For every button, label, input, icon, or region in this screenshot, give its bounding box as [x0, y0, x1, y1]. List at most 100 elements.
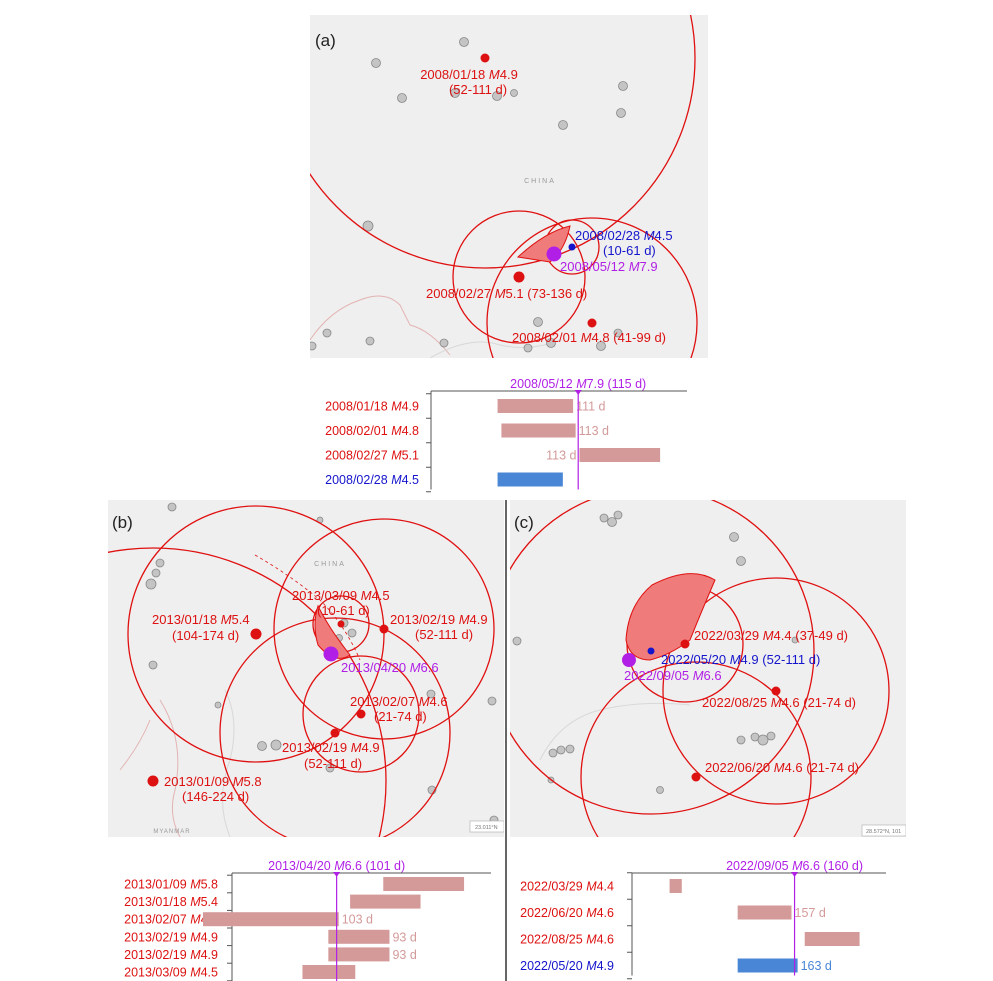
svg-text:2013/01/09 M5.8: 2013/01/09 M5.8	[164, 774, 262, 789]
coordinate-box	[469, 820, 504, 833]
interval-bar	[302, 965, 356, 979]
svg-text:2022/08/25 M4.6 (21-74 d): 2022/08/25 M4.6 (21-74 d)	[702, 695, 856, 710]
map-label: 2008/02/27 M5.1 (73-136 d)	[426, 286, 587, 301]
interval-bar	[202, 912, 339, 927]
svg-text:2008/02/27 M5.1 (73-136 d): 2008/02/27 M5.1 (73-136 d)	[426, 286, 587, 301]
country-label: CHINA	[314, 561, 346, 568]
svg-text:2008/01/18 M4.9: 2008/01/18 M4.9	[420, 67, 518, 82]
label-m: M	[419, 694, 430, 709]
svg-text:2008/02/28 M4.5: 2008/02/28 M4.5	[575, 228, 673, 243]
row-label: 2013/03/09 M4.5	[124, 966, 218, 980]
map-label: 2013/03/09 M4.5 (10-61 d)	[292, 588, 390, 618]
label-m: M	[459, 612, 470, 627]
event-dot	[513, 271, 525, 283]
row-label: 2008/02/27 M5.1	[325, 449, 419, 463]
target-label-suffix: (101 d)	[366, 859, 406, 873]
panel-a-map: CHINA (a) 2008/01/18 M4.9 (52-111 d) 200…	[310, 15, 708, 358]
label-range: (21-74 d)	[803, 695, 856, 710]
svg-text:2008/05/12 M7.9: 2008/05/12 M7.9	[560, 259, 658, 274]
map-label: 2008/05/12 M7.9	[560, 259, 658, 274]
label-date: 2022/06/20	[705, 760, 770, 775]
label-mag: 6.6	[421, 660, 439, 675]
event-dot	[147, 775, 159, 787]
label-m: M	[693, 668, 704, 683]
svg-text:2013/02/19 M4.9: 2013/02/19 M4.9	[282, 740, 380, 755]
label-range: (52-111 d)	[762, 652, 820, 667]
interval-note: 93 d	[392, 930, 416, 944]
label-m: M	[730, 652, 741, 667]
row-label-m: M	[586, 959, 597, 973]
interval-note: 113 d	[579, 424, 609, 438]
row-label-date: 2013/01/18	[124, 895, 187, 909]
target-event-dot	[546, 246, 562, 262]
map-label: 2013/02/19 M4.9 (52-111 d)	[390, 612, 488, 642]
row-label: 2013/01/09 M5.8	[124, 878, 218, 892]
label-range: (52-111 d)	[304, 756, 362, 771]
interval-bar	[737, 958, 798, 973]
event-dot	[356, 709, 366, 719]
svg-text:2013/04/20 M6.6: 2013/04/20 M6.6	[341, 660, 439, 675]
target-label-mag: 7.9	[587, 377, 604, 391]
map-label: 2022/03/29 M4.4 (37-49 d)	[694, 628, 848, 643]
row-label-date: 2022/06/20	[520, 906, 583, 920]
label-m: M	[581, 330, 592, 345]
label-m: M	[221, 612, 232, 627]
coordinate-readout: 28.572°N, 101	[866, 829, 901, 835]
row-label-m: M	[190, 930, 201, 944]
panel-label: (c)	[514, 513, 534, 532]
label-mag: 4.5	[655, 228, 673, 243]
interval-bar	[328, 947, 390, 962]
row-label: 2022/05/20 M4.9	[520, 959, 614, 973]
row-label-mag: 4.8	[402, 424, 419, 438]
event-dot	[771, 686, 781, 696]
row-label-m: M	[391, 424, 402, 438]
label-range: (21-74 d)	[374, 709, 427, 724]
timeline-chart-c: 2022/09/05 M6.6 (160 d)2022/03/29 M4.420…	[520, 859, 886, 980]
label-m: M	[774, 760, 785, 775]
target-label-suffix: (115 d)	[608, 377, 647, 391]
label-m: M	[233, 774, 244, 789]
target-label-date: 2013/04/20	[268, 859, 331, 873]
row-label-m: M	[586, 880, 597, 894]
label-range: (52-111 d)	[415, 627, 473, 642]
label-range: (10-61 d)	[603, 243, 656, 258]
row-label-date: 2022/03/29	[520, 880, 583, 894]
map-label: 2013/01/18 M5.4 (104-174 d)	[152, 612, 250, 643]
target-event-label: 2008/05/12 M7.9 (115 d)	[510, 377, 646, 391]
map-label: 2022/09/05 M6.6	[624, 668, 722, 683]
target-marker	[333, 872, 341, 877]
influence-circle	[310, 15, 696, 269]
row-label: 2013/02/19 M4.9	[124, 948, 218, 962]
label-range: (37-49 d)	[795, 628, 848, 643]
svg-text:2013/02/07 M4.6: 2013/02/07 M4.6	[350, 694, 448, 709]
label-date: 2013/03/09	[292, 588, 357, 603]
interval-bar	[383, 877, 465, 891]
row-label-mag: 4.9	[402, 400, 419, 414]
label-mag: 4.9	[470, 612, 488, 627]
interval-bar	[350, 894, 421, 909]
interval-note: 113 d	[546, 449, 576, 463]
event-dot	[680, 639, 690, 649]
event-dot	[379, 624, 389, 634]
target-event-dot	[622, 653, 636, 667]
event-dot	[330, 728, 340, 738]
row-label-date: 2008/02/27	[325, 449, 388, 463]
interval-bar	[497, 399, 574, 413]
row-label-date: 2013/02/07	[124, 913, 187, 927]
row-label-m: M	[190, 878, 201, 892]
label-range: (73-136 d)	[527, 286, 587, 301]
svg-text:2013/03/09 M4.5: 2013/03/09 M4.5	[292, 588, 390, 603]
label-range: (52-111 d)	[449, 82, 507, 97]
label-range: (21-74 d)	[806, 760, 859, 775]
interval-bar	[328, 929, 390, 944]
label-mag: 4.4	[774, 628, 792, 643]
label-date: 2013/02/19	[390, 612, 455, 627]
influence-circle	[452, 210, 586, 344]
label-m: M	[351, 740, 362, 755]
event-dot	[480, 53, 490, 63]
label-m: M	[410, 660, 421, 675]
interval-bar	[497, 472, 563, 487]
map-label: 2008/02/01 M4.8 (41-99 d)	[512, 330, 666, 345]
row-label-date: 2013/01/09	[124, 878, 187, 892]
